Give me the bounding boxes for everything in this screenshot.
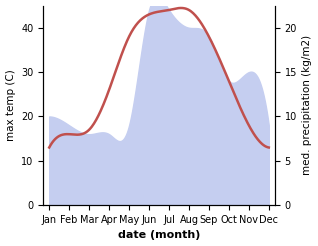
Y-axis label: med. precipitation (kg/m2): med. precipitation (kg/m2) <box>302 35 313 175</box>
Y-axis label: max temp (C): max temp (C) <box>5 69 16 141</box>
X-axis label: date (month): date (month) <box>118 231 200 240</box>
